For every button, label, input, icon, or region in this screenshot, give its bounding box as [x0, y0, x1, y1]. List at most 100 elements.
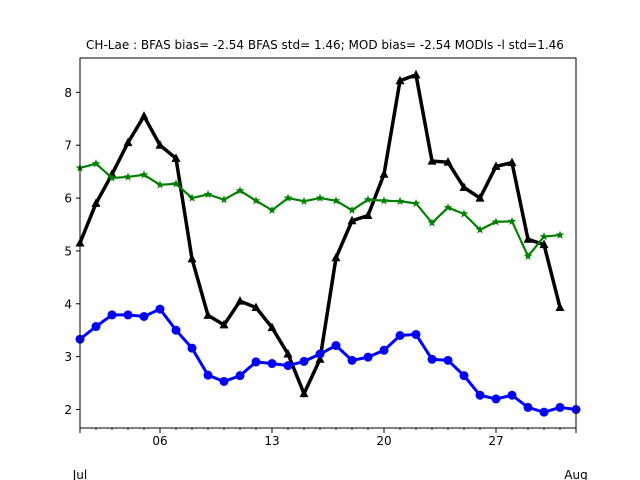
data-point — [171, 325, 181, 335]
x-axis: 06 13 20 27 Jul Aug — [72, 428, 588, 480]
data-point — [395, 75, 405, 85]
data-point — [251, 196, 261, 205]
data-point — [219, 319, 229, 329]
series-layer — [75, 69, 581, 417]
data-point — [443, 355, 453, 365]
x-tick-label: 20 — [376, 434, 391, 448]
data-point — [411, 69, 421, 79]
data-point — [379, 345, 389, 355]
data-point — [315, 354, 325, 363]
data-point — [331, 252, 341, 262]
plot-frame — [79, 57, 577, 429]
data-point — [459, 209, 469, 218]
y-tick-label: 5 — [64, 244, 72, 258]
data-point — [91, 322, 101, 332]
data-point — [507, 216, 517, 225]
data-point — [203, 189, 213, 199]
data-point — [475, 193, 485, 202]
data-point — [123, 310, 133, 320]
y-tick-label: 8 — [64, 86, 72, 100]
y-tick-label: 7 — [64, 139, 72, 153]
data-point — [123, 172, 133, 181]
data-point — [251, 357, 261, 367]
data-point — [379, 196, 389, 205]
y-tick-label: 2 — [64, 403, 72, 417]
data-point — [315, 193, 325, 202]
x-tick-label: 27 — [488, 434, 503, 448]
data-point — [347, 205, 357, 214]
data-point — [315, 349, 325, 359]
data-point — [555, 230, 565, 239]
data-point — [363, 195, 373, 204]
data-point — [203, 310, 213, 319]
data-point — [187, 193, 197, 202]
data-point — [331, 196, 341, 205]
data-point — [523, 402, 533, 412]
data-point — [523, 234, 533, 243]
x-tick-label: 13 — [264, 434, 279, 448]
data-point — [107, 310, 117, 320]
data-point — [555, 402, 565, 412]
data-point — [139, 170, 149, 179]
data-point — [491, 161, 501, 170]
data-point — [139, 111, 149, 120]
data-point — [267, 322, 277, 332]
data-point — [347, 355, 357, 365]
data-point — [491, 394, 501, 404]
data-point — [443, 203, 453, 212]
data-point — [539, 407, 549, 417]
data-point — [475, 390, 485, 400]
data-point — [283, 361, 293, 371]
data-point — [523, 251, 533, 260]
x-month-label: Jul — [72, 468, 87, 480]
series-2 — [75, 304, 581, 417]
data-point — [411, 329, 421, 339]
data-point — [395, 196, 405, 205]
series-1 — [75, 159, 565, 260]
series-line — [79, 307, 577, 414]
series-line — [78, 72, 562, 399]
x-month-label: Aug — [564, 468, 587, 480]
data-point — [299, 356, 309, 366]
data-point — [395, 331, 405, 340]
data-point — [443, 157, 453, 166]
data-point — [379, 169, 389, 178]
series-0 — [75, 69, 565, 399]
data-point — [459, 182, 469, 191]
data-point — [155, 304, 165, 314]
data-point — [235, 371, 245, 381]
data-point — [235, 186, 245, 195]
data-point — [139, 311, 149, 321]
data-point — [203, 370, 213, 380]
data-point — [267, 205, 277, 214]
data-point — [91, 198, 101, 207]
data-point — [539, 232, 549, 241]
data-point — [363, 352, 373, 362]
data-point — [91, 159, 101, 168]
data-point — [347, 215, 357, 225]
data-point — [491, 217, 501, 226]
data-point — [427, 218, 437, 227]
data-point — [475, 225, 485, 234]
data-point — [155, 180, 165, 189]
data-point — [219, 376, 229, 386]
data-point — [283, 193, 293, 202]
data-point — [171, 179, 181, 188]
data-point — [427, 156, 437, 165]
data-point — [299, 388, 309, 398]
data-point — [427, 354, 437, 364]
data-point — [235, 296, 245, 305]
series-line — [79, 162, 561, 259]
data-point — [155, 140, 165, 149]
chart-title: CH-Lae : BFAS bias= -2.54 BFAS std= 1.46… — [86, 38, 564, 52]
data-point — [107, 173, 117, 182]
y-tick-label: 6 — [64, 192, 72, 206]
data-point — [251, 302, 261, 311]
data-point — [459, 371, 469, 381]
data-point — [123, 137, 133, 147]
data-point — [187, 343, 197, 353]
y-tick-label: 4 — [64, 297, 72, 311]
data-point — [507, 157, 517, 167]
data-point — [267, 359, 277, 369]
